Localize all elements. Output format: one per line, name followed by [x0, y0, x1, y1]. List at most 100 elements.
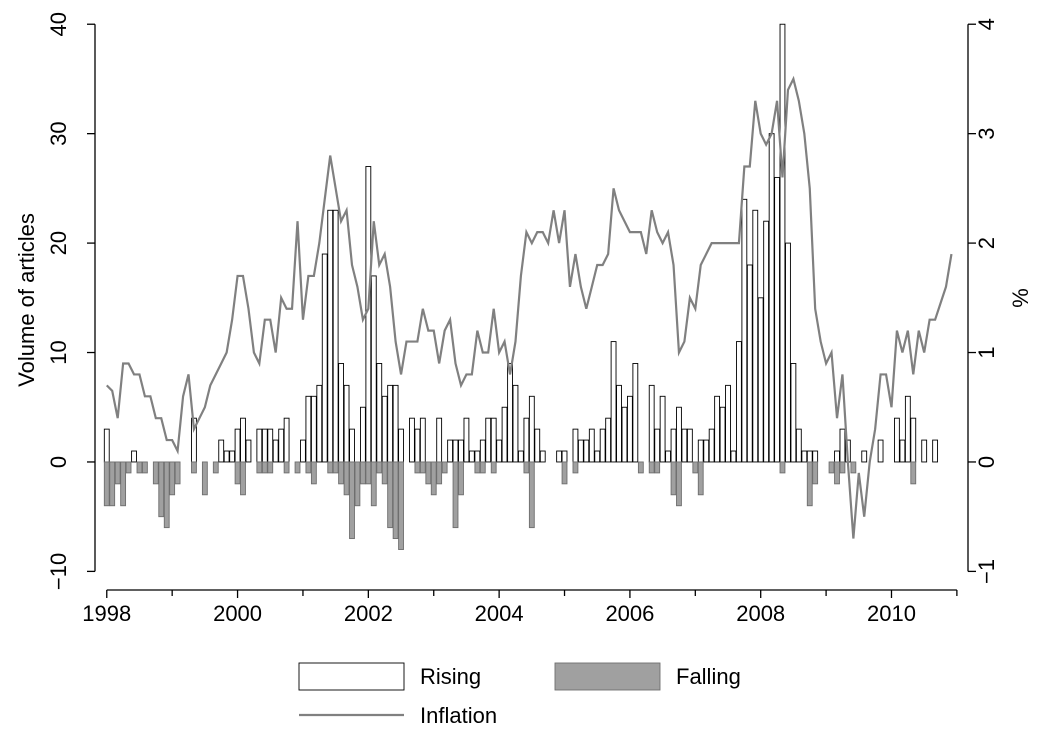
bar — [752, 209, 759, 463]
bar — [507, 363, 513, 463]
bar — [125, 461, 132, 474]
bar — [479, 461, 486, 474]
bar — [223, 450, 230, 463]
bar — [310, 461, 317, 485]
x-tick-label: 2004 — [475, 601, 524, 626]
bar — [436, 417, 443, 463]
bar — [245, 439, 252, 463]
bar — [768, 133, 775, 463]
bar — [305, 395, 312, 463]
bar — [261, 428, 268, 463]
bar — [419, 417, 426, 463]
bar — [218, 439, 225, 463]
bar — [725, 384, 731, 463]
bar — [632, 363, 639, 463]
y-tick-label: 40 — [46, 12, 71, 36]
bar — [452, 461, 459, 529]
bar — [212, 461, 219, 474]
bar — [278, 428, 285, 463]
legend-swatch — [298, 662, 405, 691]
bar — [828, 461, 835, 474]
bar — [659, 395, 666, 463]
bar — [714, 395, 720, 463]
bar — [343, 461, 350, 496]
y2-tick-label: 1 — [974, 346, 999, 358]
x-tick-label: 1998 — [82, 601, 131, 626]
bar — [419, 461, 426, 474]
bar — [109, 461, 116, 507]
bar — [605, 417, 612, 463]
bar — [812, 450, 819, 463]
y-tick-label: 30 — [46, 121, 71, 145]
bar — [387, 461, 394, 529]
bar — [834, 450, 840, 463]
bar — [703, 439, 710, 463]
bar — [174, 461, 181, 485]
line — [105, 75, 953, 539]
bar — [719, 406, 726, 463]
bar — [621, 406, 628, 463]
x-tick-label: 2006 — [605, 601, 654, 626]
bar — [300, 439, 306, 463]
bar — [360, 406, 366, 463]
bar — [774, 176, 780, 463]
bar — [757, 297, 764, 463]
bar — [894, 417, 900, 463]
bar — [267, 428, 274, 463]
bar — [392, 384, 399, 463]
bar — [665, 450, 671, 463]
bar — [572, 428, 579, 463]
x-tick-label: 2008 — [736, 601, 785, 626]
bar — [556, 450, 562, 463]
bar — [795, 428, 802, 463]
bar — [692, 461, 699, 474]
bar — [234, 461, 241, 485]
bar — [163, 461, 170, 529]
bar — [877, 439, 884, 463]
bar — [370, 275, 377, 463]
x-tick-label: 2000 — [213, 601, 262, 626]
legend-label: Inflation — [420, 703, 497, 728]
bar — [354, 461, 361, 507]
bar — [310, 395, 317, 463]
bar — [610, 341, 617, 463]
bar — [436, 461, 443, 485]
bar — [599, 428, 606, 463]
bar — [806, 461, 813, 507]
bar — [779, 461, 786, 474]
bar — [414, 461, 421, 474]
bar — [910, 461, 917, 485]
bar — [229, 450, 236, 463]
bar — [152, 461, 159, 485]
bar — [452, 439, 459, 463]
bar — [496, 439, 503, 463]
bar — [332, 209, 339, 463]
bar — [468, 450, 475, 463]
bar — [343, 384, 350, 463]
y2-tick-label: 4 — [974, 18, 999, 30]
bar — [479, 439, 486, 463]
bar — [779, 23, 786, 463]
bar — [518, 450, 524, 463]
bar — [490, 417, 497, 463]
bar — [387, 384, 394, 463]
bar — [114, 461, 121, 485]
bar — [594, 450, 601, 463]
bar — [654, 461, 661, 474]
bar — [697, 439, 704, 463]
bar — [332, 461, 339, 474]
bar — [414, 428, 421, 463]
y2-tick-label: 2 — [974, 237, 999, 249]
bar — [458, 461, 464, 496]
bar — [512, 384, 519, 463]
bar — [921, 439, 928, 463]
bar — [267, 461, 274, 474]
bar — [806, 450, 813, 463]
bar — [141, 461, 148, 474]
bar — [670, 461, 677, 496]
y-tick-label: 0 — [46, 456, 71, 468]
bar — [627, 395, 633, 463]
bar — [327, 461, 334, 474]
bar — [120, 461, 127, 507]
